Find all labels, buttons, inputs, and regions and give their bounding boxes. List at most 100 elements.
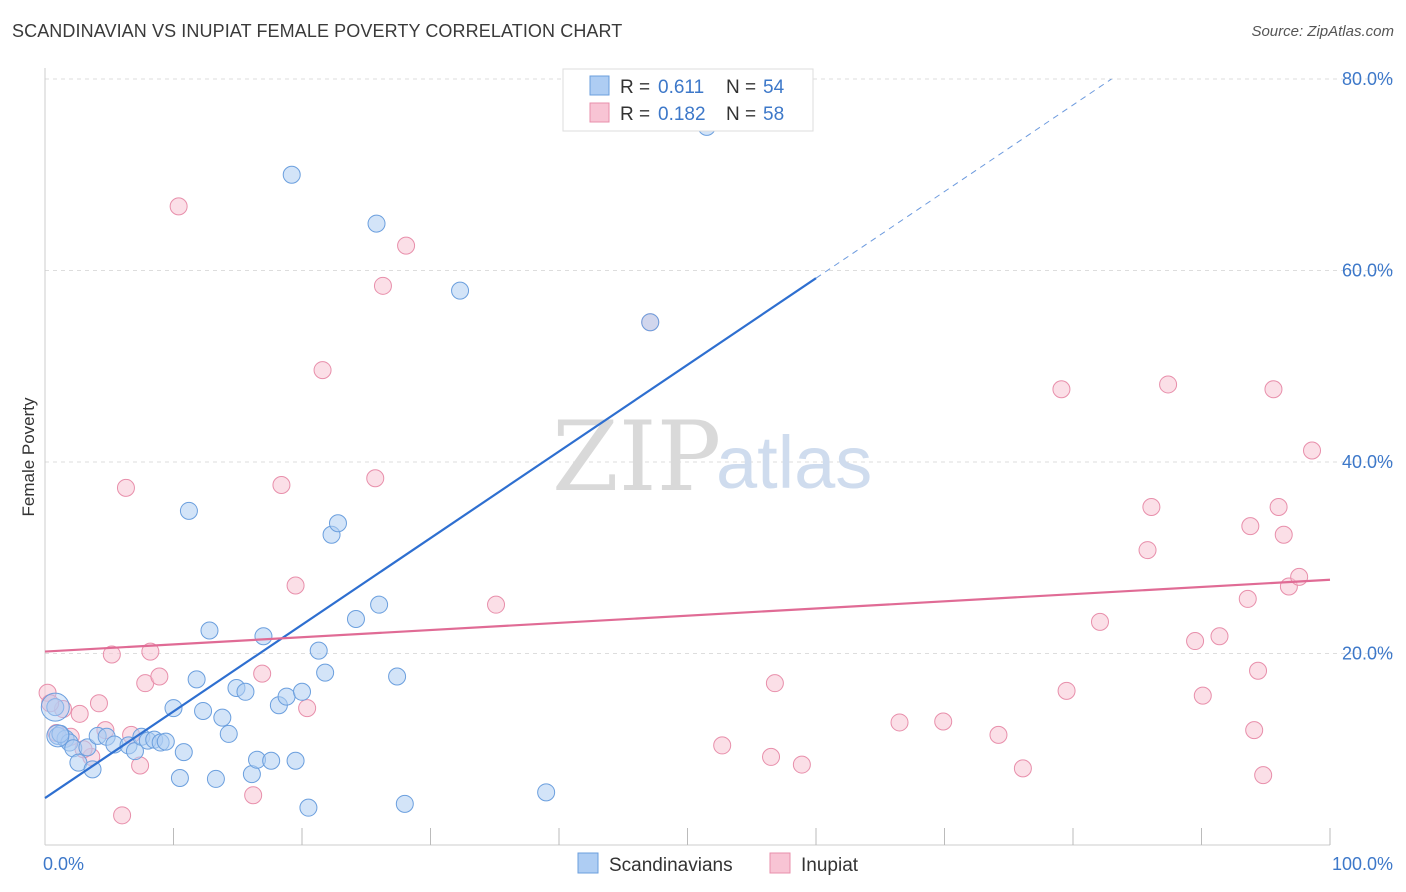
scandinavian-point-51 xyxy=(641,313,660,332)
gridlines xyxy=(45,78,1393,654)
scandinavian-point-33 xyxy=(262,751,281,770)
inupiat-point-24 xyxy=(373,276,392,295)
inupiat-point-21 xyxy=(298,699,317,718)
scandinavian-point-22 xyxy=(187,670,206,689)
scandinavian-trend-extension xyxy=(815,78,1112,279)
trend-lines xyxy=(44,78,1331,799)
y-tick-labels: 20.0% 40.0% 60.0% 80.0% xyxy=(1342,69,1393,664)
legend-n-value-1: 54 xyxy=(763,77,785,98)
axes xyxy=(44,68,1331,846)
inupiat-point-23 xyxy=(366,469,385,488)
inupiat-point-6 xyxy=(89,694,108,713)
chart-source: Source: ZipAtlas.com xyxy=(1251,23,1394,40)
inupiat-point-25 xyxy=(397,236,416,255)
scandinavian-cluster-point-2 xyxy=(46,724,70,748)
inupiat-point-42 xyxy=(1186,632,1205,651)
legend-n-value-2: 58 xyxy=(763,104,784,125)
scandinavian-point-19 xyxy=(170,768,189,787)
x-tick-labels: 0.0% 100.0% xyxy=(43,854,1393,874)
inupiat-point-8 xyxy=(102,645,121,664)
scandinavian-point-18 xyxy=(164,699,183,718)
inupiat-point-9 xyxy=(113,806,132,825)
scandinavian-point-25 xyxy=(206,769,225,788)
scandinavian-point-46 xyxy=(370,595,389,614)
inupiat-point-52 xyxy=(1274,525,1293,544)
y-tick-label-2: 60.0% xyxy=(1342,261,1393,281)
inupiat-point-35 xyxy=(1013,759,1032,778)
inupiat-point-32 xyxy=(890,713,909,732)
scandinavian-point-20 xyxy=(174,743,193,762)
y-tick-label-0: 20.0% xyxy=(1342,644,1393,664)
scandinavian-point-47 xyxy=(388,667,407,686)
bottom-legend-swatch-scandinavians xyxy=(577,852,599,874)
scandinavian-point-43 xyxy=(328,514,347,533)
y-tick-label-1: 40.0% xyxy=(1342,452,1393,472)
watermark: ZIP atlas xyxy=(552,401,872,513)
inupiat-point-4 xyxy=(70,704,89,723)
scandinavian-point-37 xyxy=(286,751,305,770)
inupiat-point-43 xyxy=(1193,686,1212,705)
inupiat-point-28 xyxy=(713,736,732,755)
scandinavian-point-21 xyxy=(179,501,198,520)
watermark-zip: ZIP xyxy=(552,401,721,513)
inupiat-points xyxy=(38,197,1322,825)
inupiat-point-44 xyxy=(1210,627,1229,646)
legend-r-label-2: R = xyxy=(620,104,650,125)
scandinavian-point-6 xyxy=(78,738,97,757)
scandinavian-point-36 xyxy=(282,165,301,184)
legend-n-label-1: N = xyxy=(726,77,756,98)
scandinavian-point-17 xyxy=(156,732,175,751)
scandinavian-point-26 xyxy=(213,708,232,727)
watermark-atlas: atlas xyxy=(716,421,872,504)
scandinavian-point-32 xyxy=(254,627,273,646)
scandinavian-point-23 xyxy=(194,701,213,720)
bottom-legend-label-scandinavians: Scandinavians xyxy=(609,855,733,876)
y-axis-title: Female Poverty xyxy=(19,397,38,517)
inupiat-point-29 xyxy=(762,747,781,766)
y-tick-label-3: 80.0% xyxy=(1342,69,1393,89)
inupiat-point-18 xyxy=(253,664,272,683)
inupiat-point-41 xyxy=(1159,375,1178,394)
scandinavian-point-44 xyxy=(346,610,365,629)
scandinavian-point-39 xyxy=(299,798,318,817)
inupiat-point-50 xyxy=(1264,380,1283,399)
scandinavian-trend-line xyxy=(44,277,817,799)
scandinavian-cluster-point xyxy=(40,692,70,722)
scandinavian-point-48 xyxy=(395,794,414,813)
legend-r-value-2: 0.182 xyxy=(658,104,706,125)
inupiat-point-10 xyxy=(116,478,135,497)
inupiat-point-45 xyxy=(1238,589,1257,608)
x-tick-label-min: 0.0% xyxy=(43,854,84,874)
bottom-legend-swatch-inupiat xyxy=(769,852,791,874)
inupiat-trend-line xyxy=(44,578,1331,653)
legend-swatch-inupiat xyxy=(589,102,610,123)
scandinavian-point-7 xyxy=(83,760,102,779)
scandinavian-point-41 xyxy=(316,663,335,682)
scandinavian-point-50 xyxy=(537,783,556,802)
inupiat-point-49 xyxy=(1254,766,1273,785)
inupiat-point-20 xyxy=(286,576,305,595)
scandinavian-point-27 xyxy=(219,724,238,743)
inupiat-point-26 xyxy=(487,595,506,614)
inupiat-point-34 xyxy=(989,725,1008,744)
scandinavian-point-40 xyxy=(309,641,328,660)
scandinavian-point-29 xyxy=(236,682,255,701)
inupiat-point-46 xyxy=(1241,517,1260,536)
scandinavian-point-49 xyxy=(451,281,470,300)
legend-r-value-1: 0.611 xyxy=(658,77,704,98)
scandinavian-points xyxy=(40,117,716,817)
inupiat-point-48 xyxy=(1249,661,1268,680)
inupiat-point-16 xyxy=(169,197,188,216)
inupiat-point-33 xyxy=(934,712,953,731)
scandinavian-point-38 xyxy=(293,682,311,701)
inupiat-point-38 xyxy=(1090,612,1109,631)
inupiat-point-51 xyxy=(1269,498,1288,517)
inupiat-point-19 xyxy=(272,475,291,494)
inupiat-point-17 xyxy=(244,786,263,805)
scandinavian-point-0 xyxy=(46,698,65,717)
inupiat-point-37 xyxy=(1057,681,1076,700)
inupiat-point-39 xyxy=(1138,541,1157,560)
scandinavian-point-35 xyxy=(277,687,296,706)
legend-swatch-scandinavians xyxy=(589,75,610,96)
